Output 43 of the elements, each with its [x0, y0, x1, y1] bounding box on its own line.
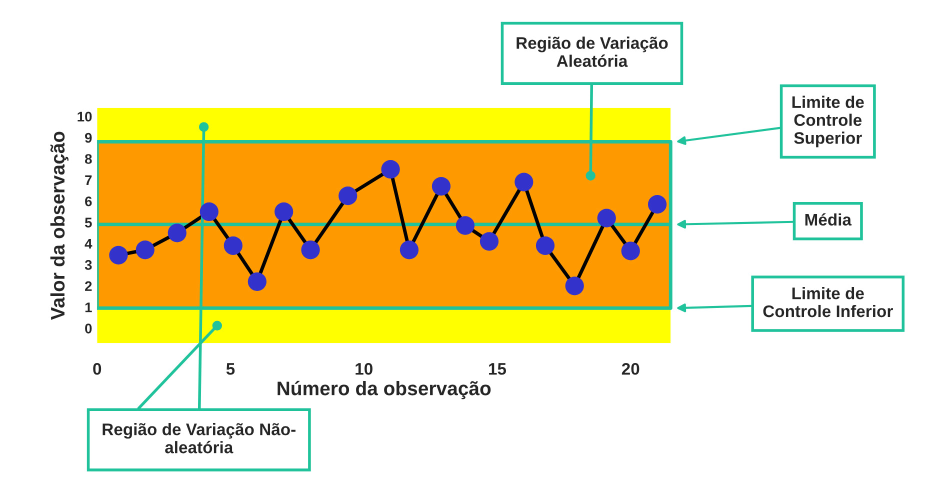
point — [168, 224, 186, 242]
point — [648, 194, 667, 214]
ref-line-label: Limite de Controle Inferior — [763, 287, 893, 318]
point — [514, 172, 534, 192]
point — [301, 240, 320, 260]
y-tick-label: 1 — [85, 302, 92, 312]
y-tick-label: 10 — [78, 112, 92, 122]
point — [381, 160, 400, 179]
x-tick-label: 15 — [489, 363, 506, 375]
y-tick-label: 6 — [85, 196, 92, 206]
point — [621, 242, 640, 260]
point — [400, 240, 419, 260]
point — [109, 246, 128, 264]
point — [432, 176, 451, 196]
point — [565, 276, 584, 296]
y-tick-label: 0 — [85, 324, 92, 334]
y-axis-title: Valor da observação — [50, 132, 68, 320]
x-tick-label: 10 — [356, 363, 372, 375]
point — [597, 208, 616, 228]
annotation: Região de Variação Aleatória — [516, 36, 668, 67]
y-tick-label: 8 — [84, 154, 92, 164]
annotation: Região de Variação Não-aleatória — [102, 423, 296, 454]
point — [248, 272, 266, 291]
x-tick-label: 20 — [622, 363, 640, 375]
x-axis-title: Número da observação — [278, 380, 491, 400]
point — [338, 186, 358, 206]
y-tick-label: 4 — [84, 238, 92, 249]
point — [536, 236, 555, 255]
x-tick-label: 5 — [226, 363, 235, 375]
point — [136, 240, 154, 260]
x-tick-label: 0 — [93, 363, 102, 375]
point — [274, 202, 294, 222]
y-tick-label: 2 — [85, 281, 92, 291]
ref-line-label: Média — [805, 213, 852, 226]
point — [224, 236, 242, 255]
y-tick-label: 7 — [85, 175, 92, 185]
point — [480, 232, 499, 251]
y-tick-label: 5 — [84, 218, 92, 228]
y-tick-label: 9 — [85, 132, 92, 143]
point — [456, 216, 475, 235]
point — [200, 202, 218, 222]
y-tick-label: 3 — [84, 260, 92, 270]
ref-line-label: Limite de Controle Superior — [792, 96, 864, 148]
